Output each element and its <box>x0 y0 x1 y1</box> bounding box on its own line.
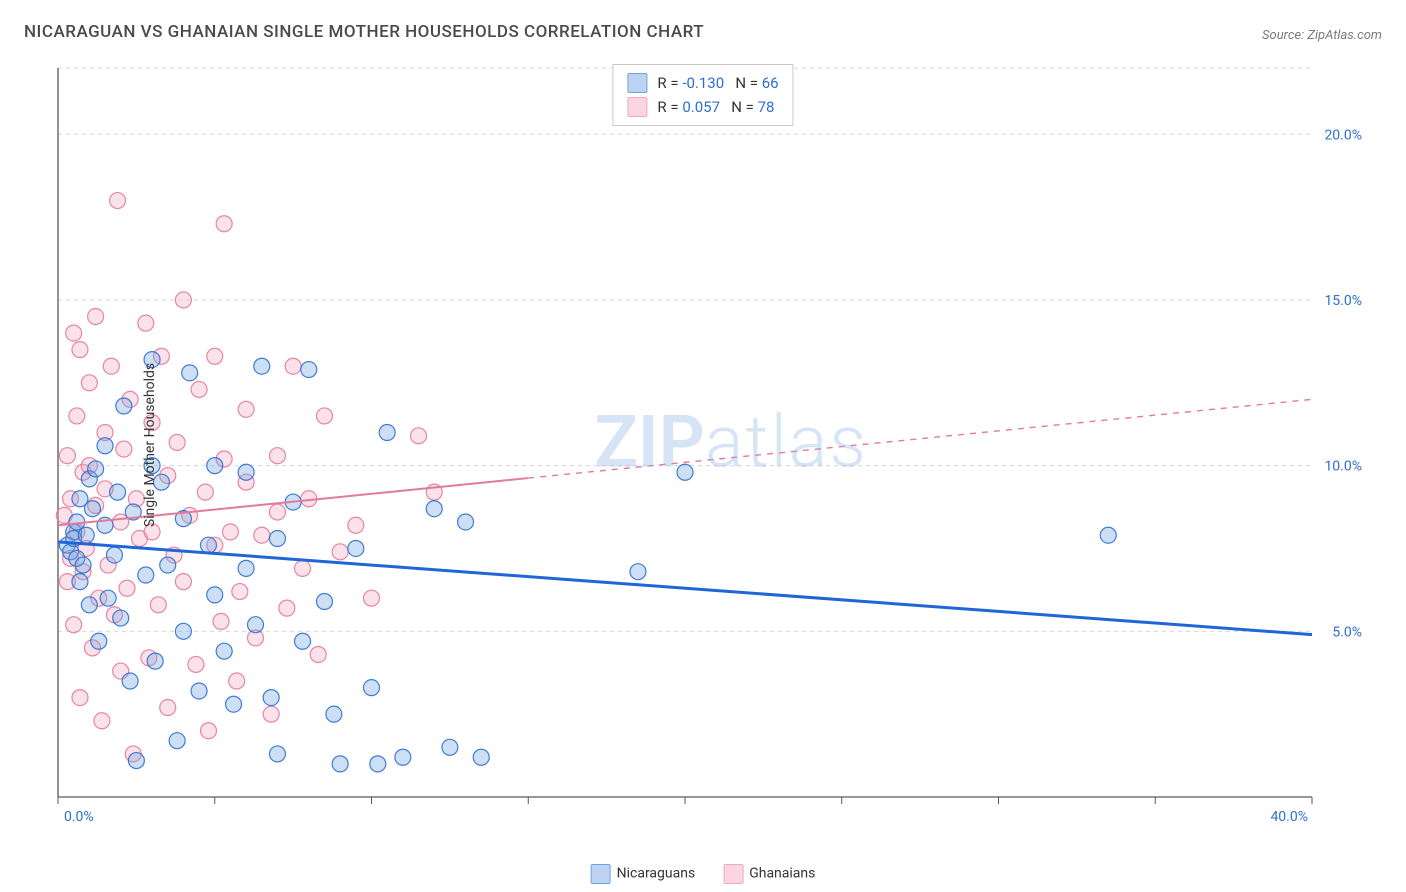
stats-swatch <box>627 97 647 117</box>
legend-label: Ghanaians <box>749 866 815 882</box>
chart-svg: 5.0% 10.0% 15.0% 20.0% 0.0% 40.0% <box>52 62 1382 827</box>
svg-text:15.0%: 15.0% <box>1324 293 1362 309</box>
y-axis-label: Single Mother Households <box>142 362 158 526</box>
series-legend: Nicaraguans Ghanaians <box>591 864 816 884</box>
stats-text: R = -0.130 N = 66 <box>657 71 778 95</box>
legend-item: Nicaraguans <box>591 864 696 884</box>
stats-row: R = 0.057 N = 78 <box>627 95 778 119</box>
svg-text:0.0%: 0.0% <box>64 809 94 825</box>
chart-title: NICARAGUAN VS GHANAIAN SINGLE MOTHER HOU… <box>24 22 704 42</box>
stats-swatch <box>627 73 647 93</box>
legend-label: Nicaraguans <box>617 866 696 882</box>
svg-text:5.0%: 5.0% <box>1332 624 1362 640</box>
scatter-chart: 5.0% 10.0% 15.0% 20.0% 0.0% 40.0% Single Moth… <box>52 62 1382 827</box>
legend-swatch <box>723 864 743 884</box>
stats-row: R = -0.130 N = 66 <box>627 71 778 95</box>
legend-swatch <box>591 864 611 884</box>
stats-legend: R = -0.130 N = 66R = 0.057 N = 78 <box>612 64 793 126</box>
svg-text:20.0%: 20.0% <box>1324 127 1362 143</box>
stats-text: R = 0.057 N = 78 <box>657 95 774 119</box>
legend-item: Ghanaians <box>723 864 815 884</box>
svg-text:10.0%: 10.0% <box>1324 459 1362 475</box>
svg-text:40.0%: 40.0% <box>1270 809 1308 825</box>
source-label: Source: ZipAtlas.com <box>1262 28 1382 43</box>
